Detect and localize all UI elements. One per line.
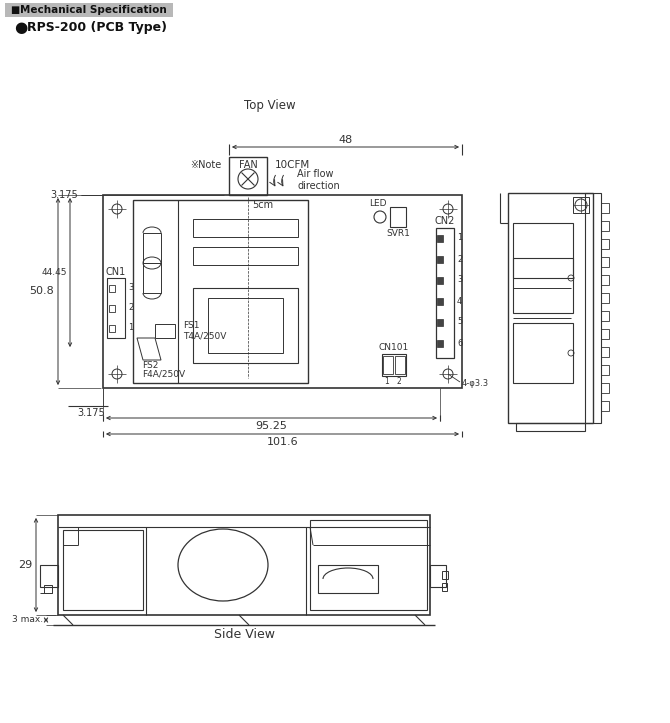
Bar	[103, 195, 462, 388]
Bar	[5, 3, 173, 17]
Text: ●: ●	[14, 20, 27, 35]
Bar	[585, 193, 601, 423]
Text: 95.25: 95.25	[255, 421, 287, 431]
Polygon shape	[137, 338, 161, 360]
Bar	[437, 277, 443, 284]
Text: Mechanical Specification: Mechanical Specification	[20, 5, 167, 15]
Bar	[109, 285, 115, 292]
Bar	[601, 257, 609, 267]
Text: 2: 2	[397, 377, 401, 385]
Bar	[573, 197, 589, 213]
Text: 3.175: 3.175	[77, 408, 105, 418]
Bar	[513, 223, 573, 278]
Text: 3: 3	[128, 283, 133, 293]
Text: 4-φ3.3: 4-φ3.3	[462, 380, 489, 388]
Bar	[437, 256, 443, 263]
Bar	[601, 347, 609, 357]
Text: 6: 6	[457, 338, 462, 348]
Text: Top View: Top View	[244, 98, 296, 111]
Text: T4A/250V: T4A/250V	[183, 332, 226, 341]
Text: ■: ■	[10, 5, 19, 15]
Bar	[513, 323, 573, 383]
Text: FS2: FS2	[142, 362, 158, 370]
Bar	[601, 275, 609, 285]
Bar	[437, 340, 443, 347]
Bar	[383, 356, 393, 374]
Bar	[442, 583, 447, 591]
Bar	[601, 239, 609, 249]
Text: 44.45: 44.45	[42, 268, 67, 277]
Bar	[437, 319, 443, 326]
Bar	[310, 520, 427, 610]
Text: SVR1: SVR1	[386, 228, 410, 237]
Bar	[109, 325, 115, 332]
Bar	[193, 247, 298, 265]
Text: FAN: FAN	[239, 160, 257, 170]
Text: Side View: Side View	[214, 628, 275, 641]
Text: 5cm: 5cm	[252, 200, 273, 210]
Bar	[44, 585, 52, 593]
Bar	[430, 565, 446, 587]
Bar	[513, 258, 573, 313]
Bar	[601, 329, 609, 339]
Bar	[133, 200, 308, 383]
Text: F4A/250V: F4A/250V	[142, 369, 185, 379]
Bar	[437, 235, 443, 242]
Bar	[63, 530, 143, 610]
Bar	[143, 233, 161, 263]
Text: 10CFM: 10CFM	[275, 160, 310, 170]
Bar	[107, 278, 125, 338]
Bar	[390, 207, 406, 227]
Text: 48: 48	[338, 135, 352, 145]
Bar	[155, 324, 175, 338]
Text: 2: 2	[128, 304, 133, 312]
Text: 3: 3	[457, 275, 462, 284]
Bar	[436, 228, 454, 358]
Bar	[395, 356, 405, 374]
Text: 4: 4	[457, 296, 462, 306]
Bar	[193, 288, 298, 363]
Bar	[601, 365, 609, 375]
Bar	[193, 219, 298, 237]
Bar	[318, 565, 378, 593]
Text: 5: 5	[457, 317, 462, 327]
Bar	[382, 354, 406, 376]
Text: Air flow
direction: Air flow direction	[297, 169, 340, 191]
Bar	[143, 263, 161, 293]
Text: 2: 2	[457, 254, 462, 263]
Bar	[109, 305, 115, 312]
Text: 1: 1	[457, 234, 462, 242]
Bar	[229, 157, 267, 195]
Bar	[58, 515, 430, 615]
Text: 101.6: 101.6	[267, 437, 298, 447]
Text: 1: 1	[385, 377, 389, 385]
Bar	[437, 298, 443, 305]
Bar	[601, 203, 609, 213]
Text: FS1: FS1	[183, 322, 200, 330]
Bar	[601, 311, 609, 321]
Bar	[601, 221, 609, 231]
Bar	[208, 298, 283, 353]
Bar	[40, 565, 58, 587]
Text: 50.8: 50.8	[29, 286, 54, 296]
Text: 3 max.: 3 max.	[12, 615, 43, 625]
Text: CN1: CN1	[106, 267, 126, 277]
Text: ※Note: ※Note	[190, 160, 221, 170]
Bar	[508, 193, 593, 423]
Text: LED: LED	[369, 200, 387, 208]
Ellipse shape	[178, 529, 268, 601]
Bar	[601, 383, 609, 393]
Bar	[601, 293, 609, 303]
Bar	[442, 571, 448, 579]
Text: 3.175: 3.175	[50, 190, 78, 200]
Text: RPS-200 (PCB Type): RPS-200 (PCB Type)	[27, 22, 167, 35]
Text: 1: 1	[128, 323, 133, 333]
Bar	[601, 401, 609, 411]
Bar	[516, 423, 585, 431]
Text: CN2: CN2	[435, 216, 455, 226]
Text: 29: 29	[17, 560, 32, 570]
Text: CN101: CN101	[379, 343, 409, 353]
